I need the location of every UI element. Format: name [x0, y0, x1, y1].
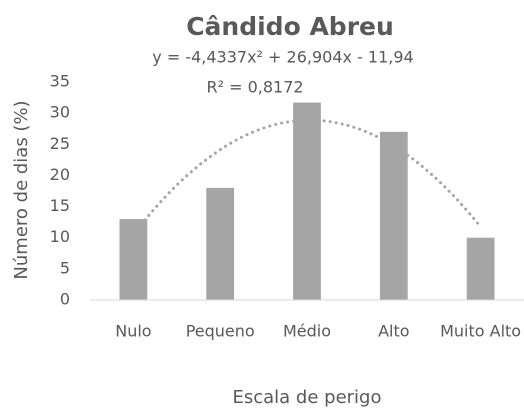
bar	[466, 237, 495, 300]
trendline-equation: y = -4,4337x² + 26,904x - 11,94	[152, 48, 413, 67]
y-tick-label: 30	[50, 103, 70, 122]
trendline	[131, 118, 483, 236]
y-tick-label: 10	[50, 227, 70, 246]
chart-title: Cândido Abreu	[186, 12, 394, 41]
bar	[206, 187, 235, 300]
y-tick-label: 5	[60, 258, 70, 277]
y-tick-label: 35	[50, 72, 70, 91]
y-axis-title: Número de dias (%)	[11, 100, 32, 279]
y-tick-label: 15	[50, 196, 70, 215]
x-tick-label: Alto	[378, 322, 409, 341]
x-tick-label: Pequeno	[186, 322, 255, 341]
y-tick-label: 25	[50, 134, 70, 153]
y-tick-label: 0	[60, 290, 70, 309]
bar	[293, 102, 321, 300]
x-axis-title: Escala de perigo	[233, 387, 382, 408]
bar	[119, 219, 148, 300]
bar	[379, 131, 408, 300]
x-tick-label: Muito Alto	[440, 322, 521, 341]
x-tick-label: Médio	[283, 322, 331, 341]
x-tick-label: Nulo	[115, 322, 151, 341]
y-tick-label: 20	[50, 165, 70, 184]
r-squared: R² = 0,8172	[206, 78, 303, 97]
